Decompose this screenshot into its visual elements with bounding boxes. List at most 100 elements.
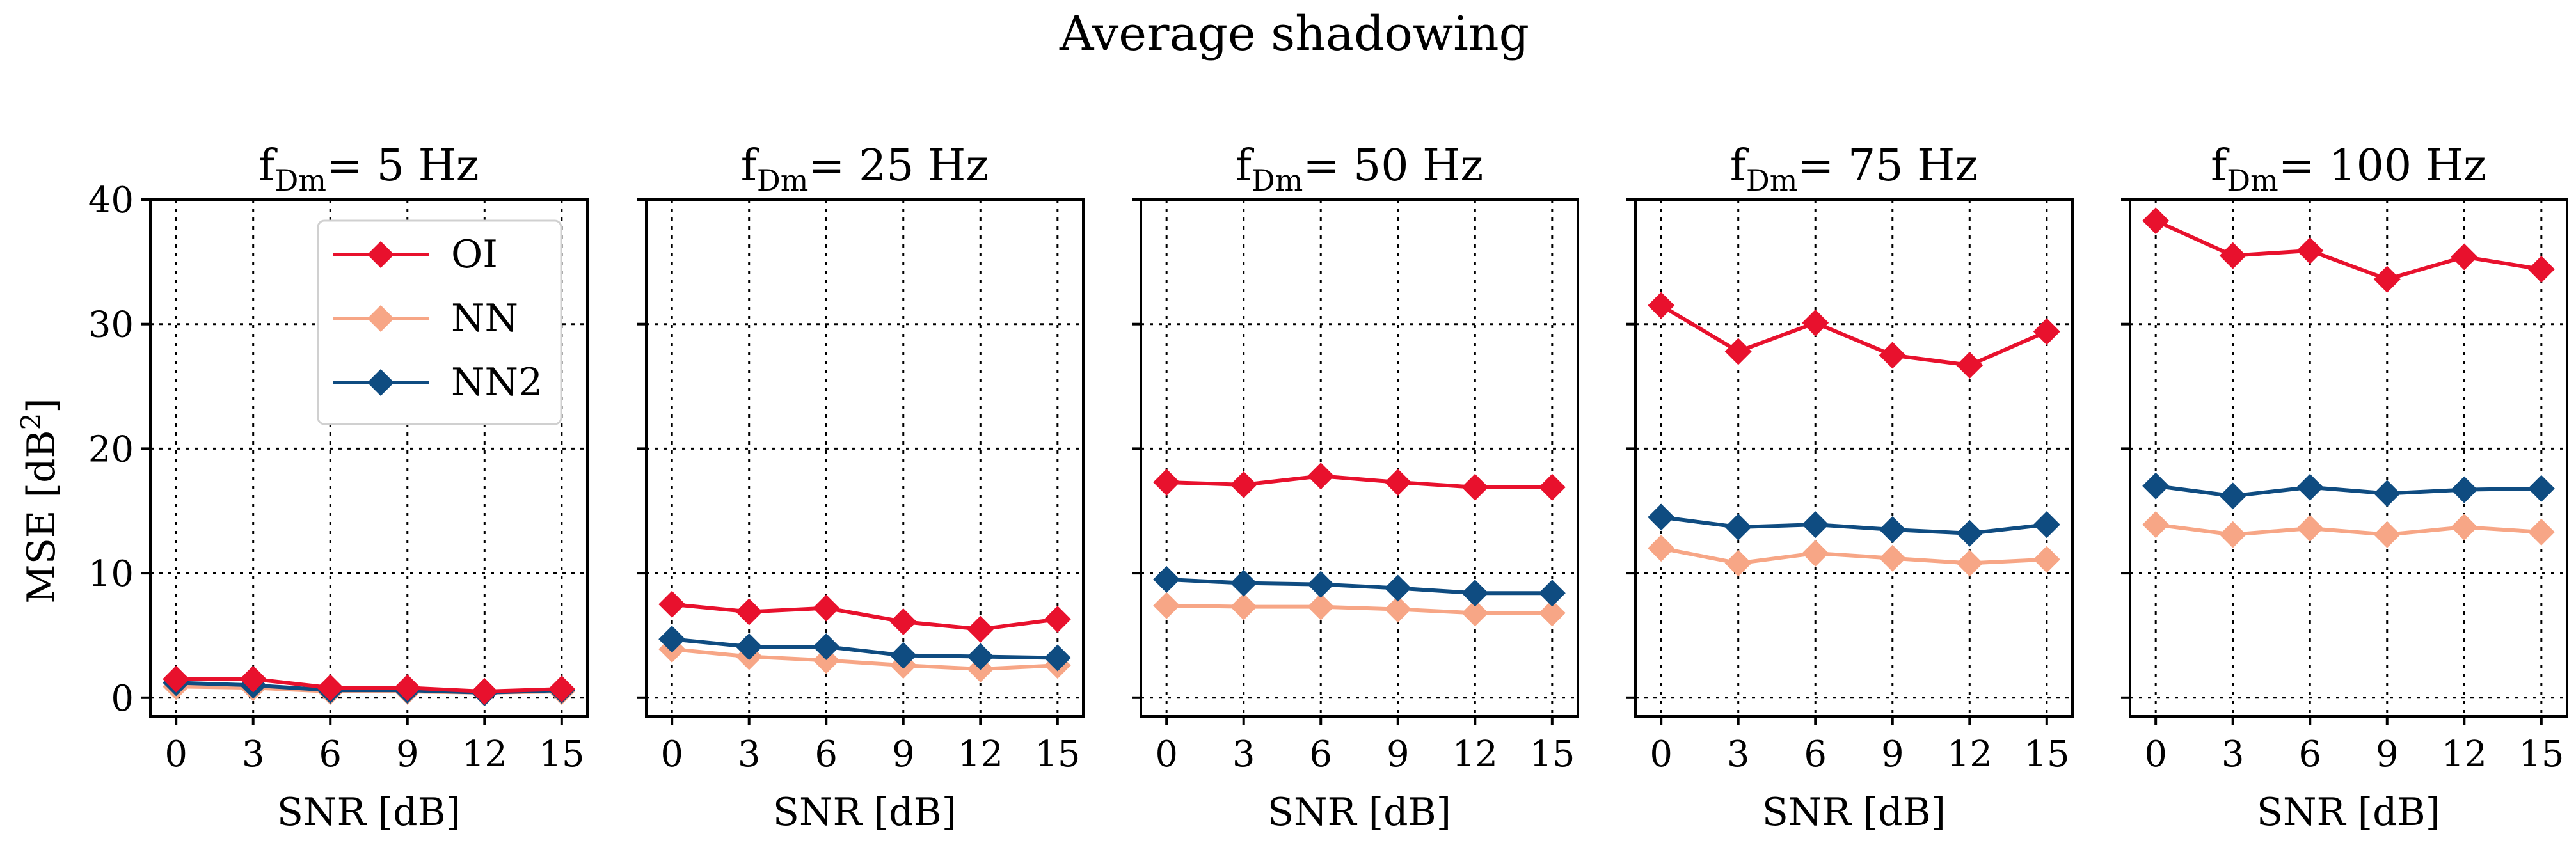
series-line-nn2 (1660, 515, 2047, 535)
data-point-nn (2142, 511, 2170, 539)
data-point-oi (1307, 462, 1335, 490)
y-axis-label-superscript: 2 (15, 413, 47, 430)
series-nn (2142, 511, 2555, 548)
x-tick-label: 9 (1881, 734, 1904, 775)
panel-title: fDm= 75 Hz (1730, 141, 1978, 198)
data-point-oi (471, 678, 498, 706)
panel-5: 0 3 6 9 12 15 SNR [dB] fDm= 100 Hz (2121, 141, 2568, 835)
data-point-nn (813, 647, 840, 674)
panel-title-prefix: f (258, 141, 278, 191)
x-tick-label: 3 (738, 734, 761, 775)
legend-marker-nn2 (367, 369, 394, 396)
x-tick-label: 3 (1232, 734, 1255, 775)
data-point-nn (1956, 549, 1984, 577)
x-tick-label: 3 (2222, 734, 2245, 775)
data-point-oi (1802, 309, 1829, 336)
x-tick-label: 15 (2024, 734, 2069, 775)
data-point-nn (1648, 535, 1675, 562)
x-axis-label: SNR [dB] (1268, 790, 1451, 835)
data-point-nn (1230, 593, 1257, 620)
panel-title-suffix: = 75 Hz (1797, 141, 1978, 191)
x-tick-label: 15 (1529, 734, 1575, 775)
data-point-oi (658, 590, 686, 618)
data-point-nn (1384, 596, 1411, 623)
data-point-nn2 (1153, 565, 1181, 593)
panel-title-subscript: Dm (1746, 163, 1798, 198)
panel-2: 0 3 6 9 12 15 SNR [dB] fDm= 25 Hz (637, 141, 1085, 835)
data-point-nn2 (2219, 482, 2246, 510)
data-point-oi (2373, 265, 2401, 293)
panel-title-suffix: = 5 Hz (326, 141, 479, 191)
x-axis-label: SNR [dB] (1762, 790, 1946, 835)
data-point-oi (2527, 256, 2555, 283)
panel-title-subscript: Dm (1252, 163, 1303, 198)
data-point-oi (548, 675, 575, 703)
y-axis-label-main: MSE [dB (19, 430, 64, 603)
data-point-oi (2296, 237, 2324, 264)
x-tick-label: 15 (2518, 734, 2564, 775)
series-nn2 (1648, 503, 2060, 547)
data-point-nn (1538, 599, 1566, 627)
x-tick-label: 12 (462, 734, 507, 775)
panel-title-subscript: Dm (275, 163, 327, 198)
series-oi (1153, 462, 1566, 501)
panel-frame (645, 198, 1085, 718)
panel-title-prefix: f (741, 141, 760, 191)
data-point-oi (2142, 207, 2170, 235)
panel-title-prefix: f (1730, 141, 1749, 191)
x-tick-label: 6 (2298, 734, 2321, 775)
x-tick-label: 9 (1387, 734, 1410, 775)
series-nn (1153, 592, 1566, 627)
panel-title-suffix: = 25 Hz (808, 141, 989, 191)
x-tick-label: 6 (815, 734, 838, 775)
data-point-oi (1956, 351, 1984, 379)
panel-title: fDm= 5 Hz (258, 141, 479, 198)
series-oi (1648, 292, 2060, 379)
legend-marker-oi (367, 241, 394, 268)
data-point-nn (2296, 515, 2324, 542)
data-point-oi (317, 674, 344, 702)
x-tick-label: 12 (1947, 734, 1992, 775)
data-point-nn (2451, 514, 2478, 541)
series-line-oi (671, 602, 1058, 631)
series-line-oi (1166, 474, 1552, 489)
panel-title: fDm= 50 Hz (1236, 141, 1484, 198)
x-tick-label: 6 (1309, 734, 1332, 775)
y-tick-label: 20 (88, 429, 134, 470)
data-point-nn2 (1307, 571, 1335, 598)
panel-title-suffix: = 100 Hz (2278, 141, 2486, 191)
data-point-nn2 (1724, 514, 1752, 541)
x-axis-label: SNR [dB] (773, 790, 957, 835)
data-point-nn2 (658, 626, 686, 653)
panel-title: fDm= 100 Hz (2211, 141, 2486, 198)
x-tick-label: 6 (1804, 734, 1827, 775)
y-tick-label: 40 (88, 180, 134, 221)
x-tick-label: 0 (2144, 734, 2167, 775)
data-point-nn2 (2296, 473, 2324, 501)
data-point-oi (239, 665, 267, 693)
x-tick-label: 0 (164, 734, 187, 775)
data-point-nn2 (2451, 476, 2478, 503)
data-point-nn (1153, 592, 1181, 619)
legend-label-nn2: NN2 (451, 360, 543, 405)
data-point-oi (394, 674, 421, 702)
data-point-nn2 (2373, 480, 2401, 507)
data-point-nn2 (1879, 516, 1906, 543)
x-tick-label: 12 (2442, 734, 2487, 775)
data-point-nn (1724, 549, 1752, 577)
x-axis-label: SNR [dB] (277, 790, 461, 835)
x-tick-label: 3 (242, 734, 265, 775)
series-line-nn2 (1166, 577, 1552, 596)
x-axis-label: SNR [dB] (2257, 790, 2440, 835)
panel-title: fDm= 25 Hz (741, 141, 989, 198)
data-point-nn2 (967, 643, 994, 670)
data-point-oi (2219, 242, 2246, 269)
data-point-oi (967, 615, 994, 643)
data-point-oi (1044, 606, 1071, 633)
series-line-nn (1660, 546, 2047, 565)
data-point-nn (1461, 599, 1489, 627)
x-tick-label: 15 (1035, 734, 1080, 775)
data-point-oi (1648, 292, 1675, 319)
panel-title-subscript: Dm (2227, 163, 2278, 198)
x-tick-label: 3 (1727, 734, 1750, 775)
